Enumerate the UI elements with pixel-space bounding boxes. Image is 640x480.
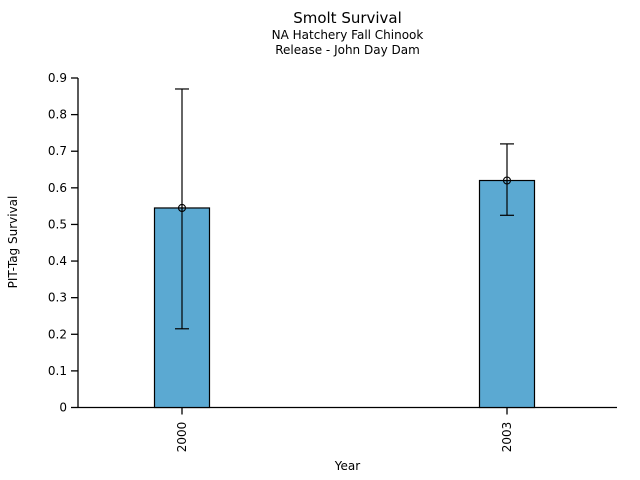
bar	[478, 179, 536, 409]
y-tick-label: 0.9	[48, 71, 67, 85]
chart-title: Smolt Survival	[293, 9, 402, 27]
chart-subtitle-line1: NA Hatchery Fall Chinook	[271, 28, 424, 42]
y-tick-label: 0	[59, 401, 67, 415]
y-tick-label: 0.6	[48, 181, 67, 195]
y-tick-label: 0.1	[48, 364, 67, 378]
x-axis-title: Year	[334, 459, 361, 473]
y-tick-label: 0.3	[48, 291, 67, 305]
y-tick-label: 0.4	[48, 254, 67, 268]
y-tick-label: 0.5	[48, 217, 67, 231]
y-tick-label: 0.8	[48, 108, 67, 122]
x-tick-label: 2000	[175, 422, 189, 453]
x-tick-label: 2003	[500, 422, 514, 453]
chart-subtitle-line2: Release - John Day Dam	[275, 43, 420, 57]
y-tick-label: 0.7	[48, 144, 67, 158]
y-tick-label: 0.2	[48, 327, 67, 341]
